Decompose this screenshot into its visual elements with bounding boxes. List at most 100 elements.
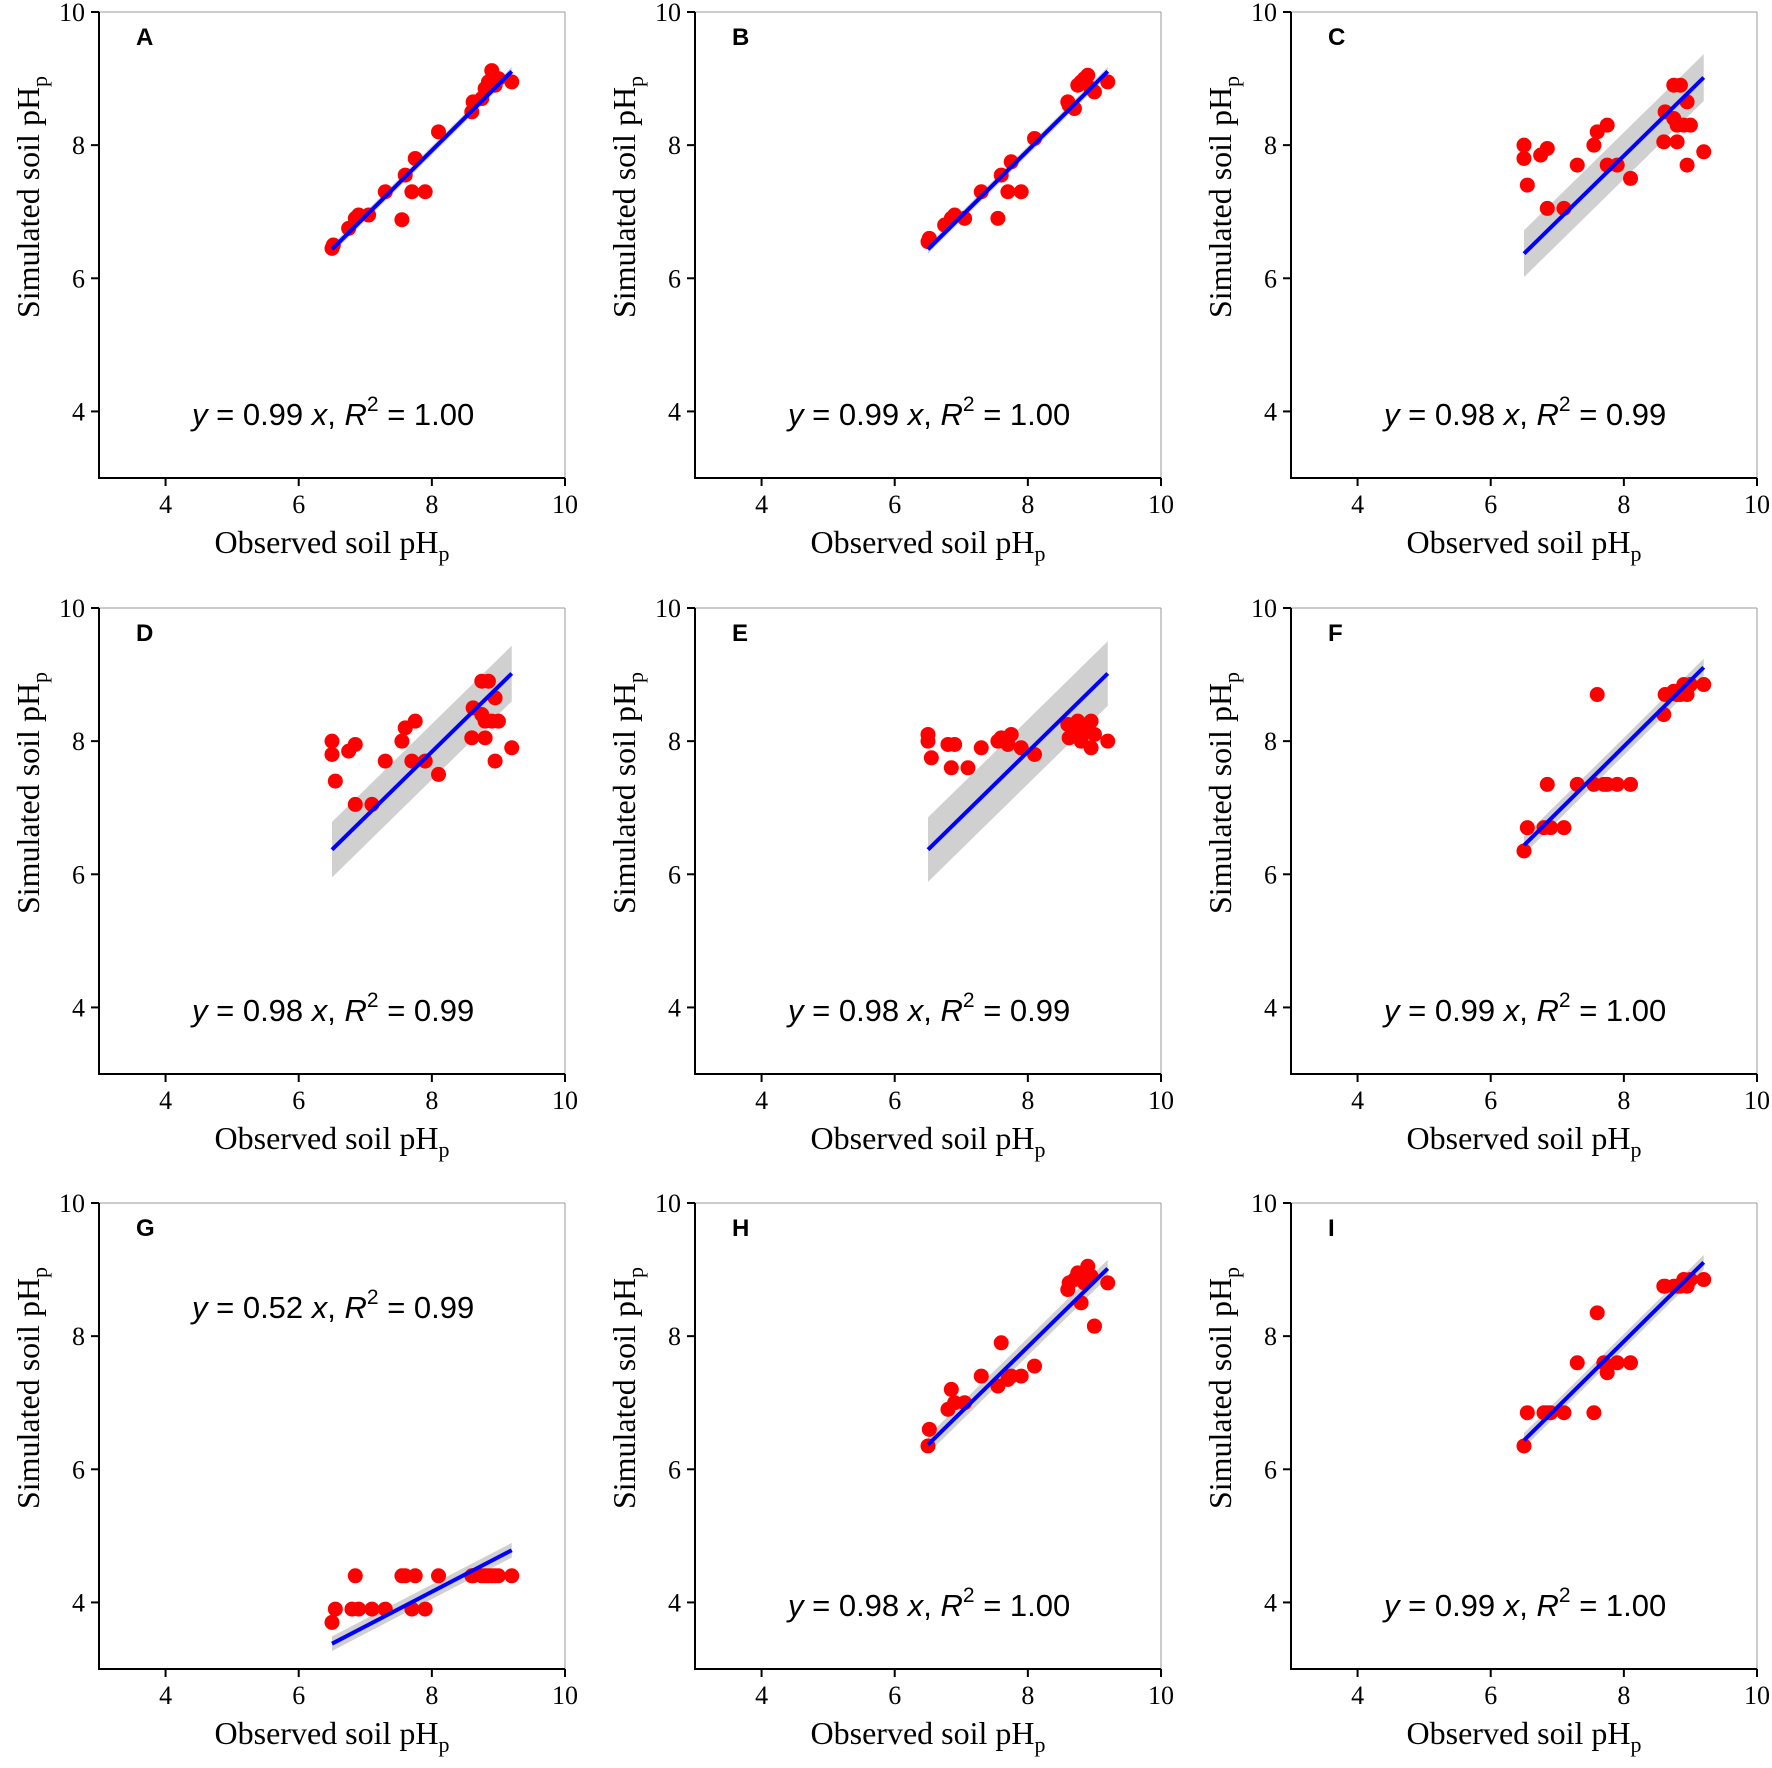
y-tick-label: 10: [1251, 594, 1277, 623]
data-point: [1013, 740, 1029, 756]
data-point: [1682, 1272, 1698, 1288]
equation-r2-value: = 1.00: [975, 397, 1071, 432]
equation-superscript: 2: [367, 1286, 379, 1309]
equation-x: x: [1502, 993, 1521, 1028]
regression-equation: y = 0.52 x, R2 = 0.99: [190, 1286, 474, 1325]
x-axis-label-subscript: p: [1034, 541, 1045, 566]
x-tick-label: 10: [552, 1681, 578, 1710]
y-tick-label: 4: [668, 993, 681, 1022]
equation-superscript: 2: [963, 393, 975, 416]
x-tick-label: 8: [1617, 490, 1630, 519]
data-point: [1696, 144, 1712, 160]
panel-letter: F: [1328, 620, 1343, 647]
data-point: [504, 74, 520, 90]
data-point: [1013, 1368, 1029, 1384]
x-axis-label-subscript: p: [1034, 1137, 1045, 1162]
x-tick-label: 10: [1744, 1086, 1770, 1115]
equation-r: R: [941, 397, 963, 432]
y-tick-label: 10: [1251, 1189, 1277, 1218]
data-point: [1519, 177, 1535, 193]
x-axis-label: Observed soil pHp: [215, 524, 450, 566]
equation-r: R: [1537, 1588, 1559, 1623]
data-point: [1669, 134, 1685, 150]
data-point: [504, 1568, 520, 1584]
data-point: [324, 746, 340, 762]
equation-x: x: [1502, 397, 1521, 432]
y-tick-label: 6: [1264, 860, 1277, 889]
x-tick-label: 8: [1021, 1681, 1034, 1710]
y-tick-label: 6: [72, 1455, 85, 1484]
equation-separator: ,: [923, 397, 940, 432]
x-axis-label: Observed soil pHp: [811, 1715, 1046, 1757]
data-point: [404, 184, 420, 200]
y-tick-label: 8: [1264, 1322, 1277, 1351]
data-point: [1086, 1318, 1102, 1334]
fit-line: [1522, 665, 1706, 847]
panel-letter: G: [136, 1215, 155, 1242]
x-tick-label: 8: [425, 1681, 438, 1710]
data-point: [943, 1381, 959, 1397]
x-axis-label: Observed soil pHp: [1407, 1715, 1642, 1757]
equation-superscript: 2: [963, 1584, 975, 1607]
y-axis-label-text: Simulated soil pH: [1202, 1278, 1238, 1509]
y-axis-label-text: Simulated soil pH: [606, 683, 642, 914]
fit-line: [926, 69, 1110, 251]
data-point: [1623, 776, 1639, 792]
panel-letter: H: [732, 1215, 749, 1242]
y-axis-label-subscript: p: [623, 1267, 648, 1278]
y-tick-label: 8: [1264, 131, 1277, 160]
data-point: [1013, 184, 1029, 200]
y-axis-label: Simulated soil pHp: [10, 672, 52, 914]
equation-r2-value: = 1.00: [1571, 993, 1667, 1028]
y-tick-label: 6: [1264, 264, 1277, 293]
y-axis-label: Simulated soil pHp: [606, 1267, 648, 1509]
data-point: [1100, 1275, 1116, 1291]
y-axis-label-text: Simulated soil pH: [10, 1278, 46, 1509]
data-point: [394, 733, 410, 749]
fit-line: [1522, 1260, 1706, 1442]
data-point: [923, 750, 939, 766]
panel-letter: B: [732, 24, 749, 51]
data-point: [325, 237, 341, 253]
x-tick-label: 4: [755, 1681, 768, 1710]
data-point: [407, 713, 423, 729]
x-tick-label: 6: [292, 1086, 305, 1115]
equation-r: R: [1537, 993, 1559, 1028]
x-tick-label: 6: [292, 1681, 305, 1710]
y-axis-label-subscript: p: [623, 76, 648, 87]
equation-x: x: [310, 397, 329, 432]
panel-letter: C: [1328, 24, 1345, 51]
data-point: [1539, 776, 1555, 792]
y-tick-label: 4: [72, 397, 85, 426]
equation-r2-value: = 0.99: [379, 1290, 475, 1325]
data-point: [1656, 134, 1672, 150]
equation-y: y: [786, 993, 806, 1028]
data-point: [490, 713, 506, 729]
data-point: [1556, 1405, 1572, 1421]
y-tick-label: 4: [1264, 397, 1277, 426]
data-point: [1672, 77, 1688, 93]
y-tick-label: 4: [72, 993, 85, 1022]
x-tick-label: 8: [1617, 1086, 1630, 1115]
data-point: [1516, 843, 1532, 859]
data-point: [1000, 184, 1016, 200]
equation-slope: = 0.99: [208, 397, 312, 432]
equation-separator: ,: [1519, 397, 1536, 432]
data-point: [504, 740, 520, 756]
data-point: [347, 1568, 363, 1584]
y-tick-label: 10: [59, 0, 85, 27]
data-point: [1609, 776, 1625, 792]
y-axis-label: Simulated soil pHp: [10, 1267, 52, 1509]
y-axis-label-subscript: p: [623, 672, 648, 683]
x-tick-label: 8: [1617, 1681, 1630, 1710]
equation-r: R: [941, 1588, 963, 1623]
fit-line: [1522, 76, 1706, 256]
data-point: [921, 1421, 937, 1437]
x-axis-label-subscript: p: [438, 1137, 449, 1162]
y-tick-label: 8: [72, 727, 85, 756]
equation-x: x: [310, 993, 329, 1028]
